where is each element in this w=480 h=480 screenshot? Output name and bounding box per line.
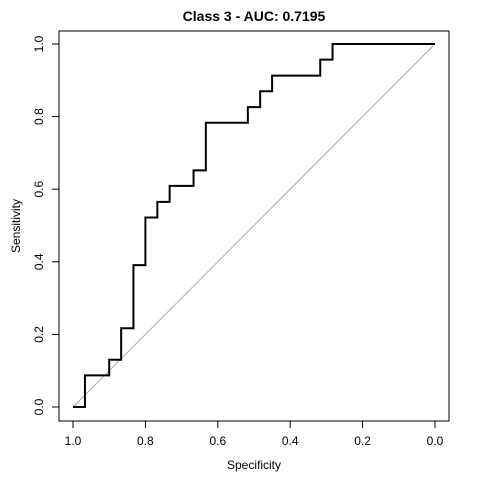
x-tick-label: 0.4 (282, 434, 299, 448)
x-tick-label: 0.6 (209, 434, 226, 448)
x-tick-label: 1.0 (65, 434, 82, 448)
x-tick-label: 0.0 (427, 434, 444, 448)
plot-area: 1.0 0.8 0.6 0.4 0.2 0.0 0.0 0.2 0.4 0.6 0.8 1.0 (32, 30, 450, 448)
y-tick-label: 0.0 (32, 398, 46, 415)
chart-title: Class 3 - AUC: 0.7195 (183, 8, 326, 24)
y-tick-label: 0.2 (32, 326, 46, 343)
y-tick-label: 1.0 (32, 35, 46, 52)
y-axis-label: Sensitivity (9, 199, 23, 253)
x-axis-label: Specificity (227, 458, 281, 472)
y-tick-label: 0.6 (32, 181, 46, 198)
x-tick-label: 0.8 (137, 434, 154, 448)
reference-diagonal-line (72, 43, 436, 408)
x-tick-label: 0.2 (354, 434, 371, 448)
roc-curve-line-0 (73, 43, 435, 408)
y-tick-label: 0.8 (32, 108, 46, 125)
y-tick-label: 0.4 (32, 253, 46, 270)
